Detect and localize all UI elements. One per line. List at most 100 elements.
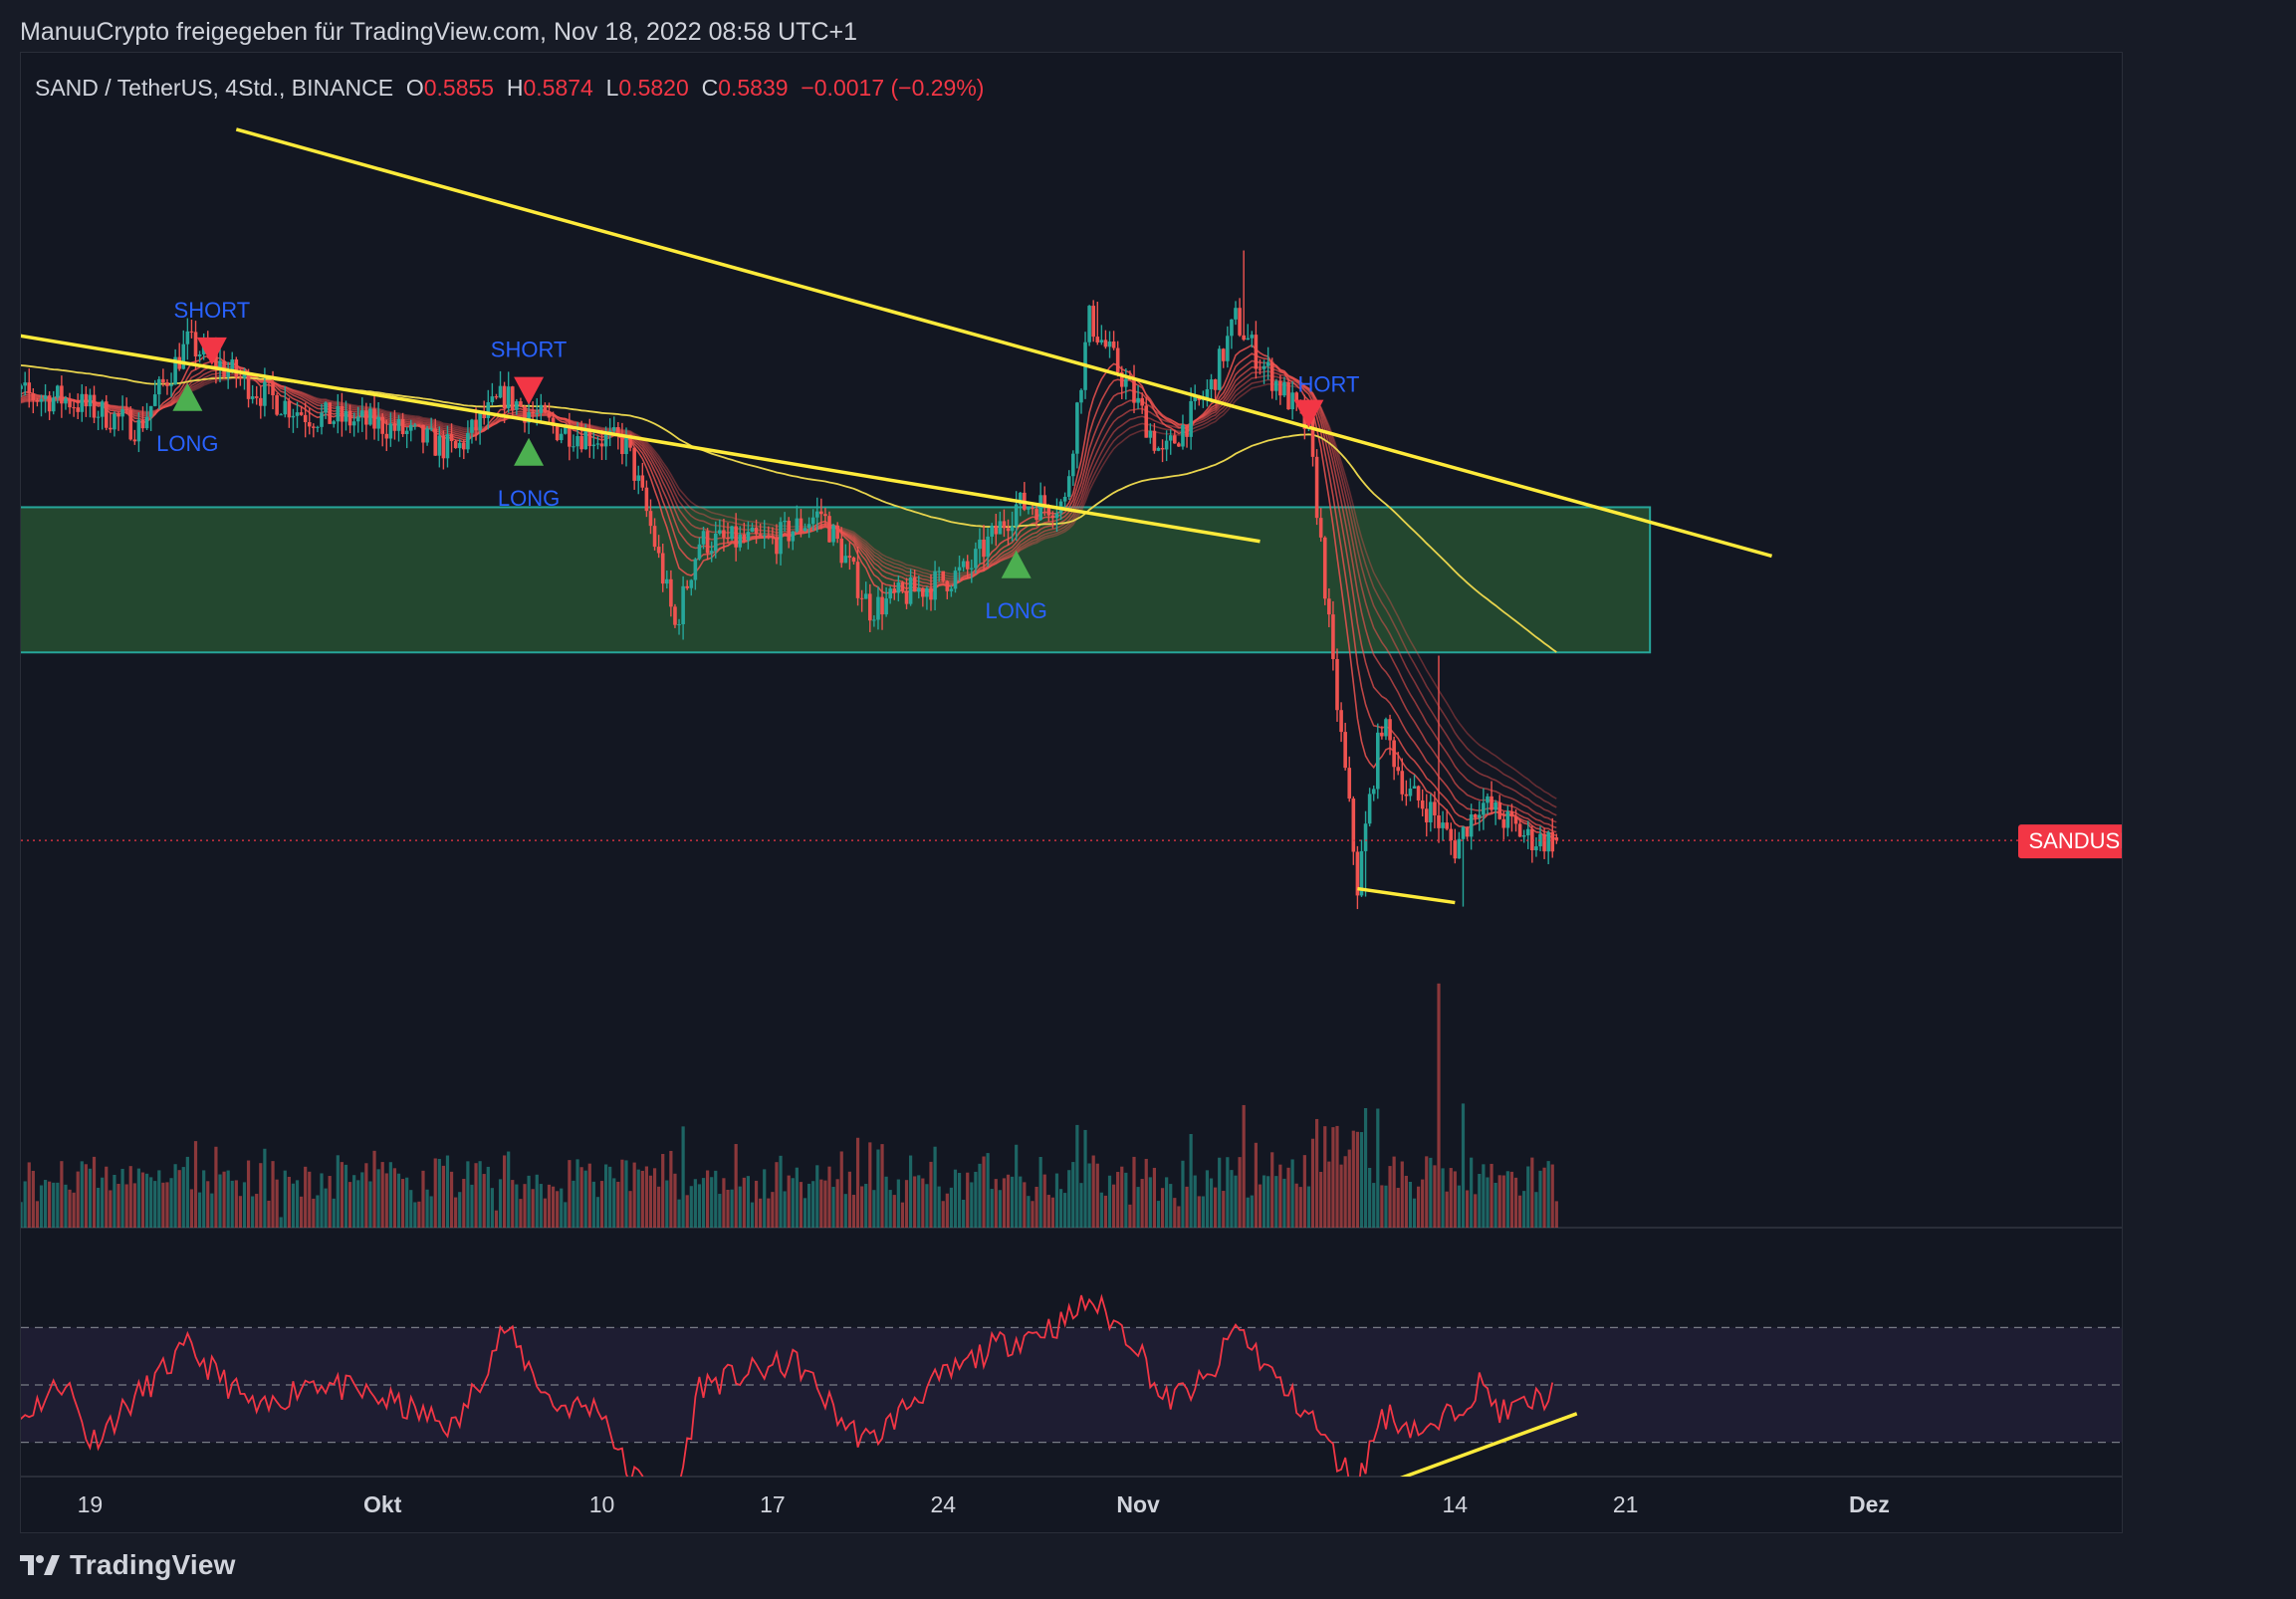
candle — [636, 465, 641, 495]
candle-body — [1042, 495, 1047, 507]
candle-body — [1339, 710, 1343, 733]
volume-bar — [507, 1151, 511, 1228]
candle — [1111, 331, 1116, 350]
candle-body — [908, 576, 913, 604]
volume-bar — [767, 1198, 771, 1228]
candle-body — [1314, 456, 1319, 519]
candle-body — [718, 530, 722, 534]
volume-bar — [1421, 1179, 1425, 1228]
volume-bar — [880, 1144, 884, 1228]
candle-body — [307, 422, 312, 427]
candle — [1327, 588, 1331, 627]
volume-bar — [52, 1182, 56, 1228]
volume-bar — [396, 1173, 401, 1228]
candle-body — [462, 442, 466, 450]
candle-body — [84, 393, 89, 407]
volume-bar — [640, 1170, 644, 1228]
candle-body — [949, 588, 954, 591]
volume-bar — [1205, 1170, 1210, 1228]
volume-bar — [429, 1196, 433, 1228]
footer: TradingView — [20, 1547, 236, 1583]
candle-body — [189, 331, 194, 333]
volume-bar — [1266, 1176, 1270, 1228]
candle-body — [344, 410, 348, 422]
candle-body — [771, 536, 775, 538]
volume-bar — [884, 1176, 888, 1228]
candle-body — [263, 381, 267, 406]
candle — [1168, 429, 1173, 455]
candle-body — [157, 378, 161, 395]
volume-bar — [701, 1178, 706, 1228]
candle-body — [1185, 424, 1189, 437]
symbol-label[interactable]: SAND / TetherUS, 4Std., BINANCE — [35, 75, 394, 101]
volume-bar — [591, 1181, 595, 1228]
candle-body — [1497, 801, 1501, 819]
candle-body — [181, 343, 186, 369]
volume-bar — [1392, 1156, 1396, 1228]
volume-bar — [109, 1190, 113, 1228]
candle-body — [628, 434, 632, 448]
candle-body — [673, 606, 677, 625]
candle — [762, 520, 767, 550]
volume-bar — [482, 1174, 486, 1228]
candle — [226, 361, 230, 389]
candle-body — [144, 416, 149, 429]
candle — [1355, 845, 1360, 910]
candle — [1217, 345, 1222, 390]
candle — [417, 424, 421, 427]
candle — [835, 522, 839, 544]
volume-bar — [320, 1173, 324, 1228]
candle — [961, 558, 966, 571]
volume-bar — [1152, 1167, 1156, 1228]
candle-body — [109, 427, 113, 430]
candle — [945, 579, 950, 599]
volume-bar — [1038, 1156, 1042, 1228]
volume-bar — [1250, 1195, 1254, 1228]
candle-body — [986, 536, 990, 558]
candle-body — [1331, 614, 1335, 659]
candle — [144, 402, 149, 431]
candle-body — [1274, 380, 1278, 391]
candle — [880, 582, 884, 630]
volume-bar — [632, 1162, 636, 1228]
volume-bar — [336, 1155, 340, 1228]
candle — [851, 556, 856, 566]
volume-bar — [1343, 1156, 1347, 1228]
candle-body — [912, 576, 917, 592]
candle — [364, 402, 368, 440]
candle — [76, 393, 80, 419]
volume-bar — [1197, 1196, 1201, 1228]
chart-frame[interactable]: LONG SHORT SHORT LONG LONG HORT USDT1.05000.9… — [20, 52, 2123, 1533]
long-arrow-icon — [1001, 550, 1032, 578]
candle — [859, 589, 864, 612]
volume-bar — [149, 1177, 153, 1228]
candle — [128, 405, 133, 441]
volume-bar — [1185, 1186, 1189, 1228]
candle-body — [197, 354, 202, 357]
candle — [64, 395, 68, 410]
volume-bar — [543, 1198, 547, 1228]
volume-bar — [921, 1178, 925, 1228]
chart-svg[interactable]: LONG SHORT SHORT LONG LONG HORT USDT1.05000.9… — [21, 53, 2122, 1532]
volume-bar — [827, 1166, 831, 1228]
candle — [713, 521, 718, 559]
volume-bar — [116, 1184, 120, 1228]
volume-bar — [1286, 1167, 1290, 1228]
candle-body — [27, 382, 32, 394]
candle-body — [754, 527, 759, 535]
candle-body — [1140, 397, 1144, 406]
candle-body — [904, 590, 909, 604]
candle — [324, 401, 328, 419]
candle-body — [1034, 509, 1038, 521]
candle — [908, 569, 913, 606]
volume-bar — [1538, 1170, 1542, 1228]
candle — [697, 537, 702, 562]
candle — [303, 402, 308, 438]
candle-body — [705, 531, 710, 554]
candle — [722, 519, 726, 552]
candle — [1238, 298, 1242, 338]
candle — [1351, 796, 1356, 865]
volume-bar — [401, 1179, 405, 1228]
candle — [1027, 506, 1031, 515]
candle — [1119, 365, 1124, 399]
